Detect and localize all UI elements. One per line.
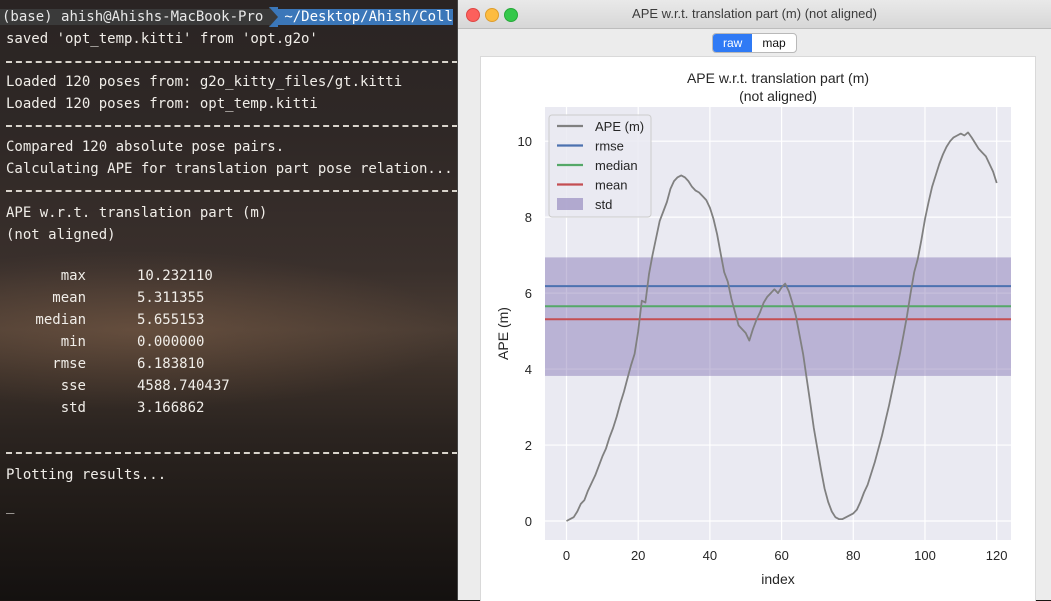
stat-name: mean — [52, 290, 86, 306]
window-title: APE w.r.t. translation part (m) (not ali… — [632, 6, 877, 21]
chart-subtitle: (not aligned) — [739, 88, 817, 104]
terminal-line: saved 'opt_temp.kitti' from 'opt.g2o' — [6, 31, 318, 47]
y-tick-label: 0 — [525, 514, 532, 529]
stat-value: 0.000000 — [137, 334, 205, 350]
chart-title: APE w.r.t. translation part (m) — [687, 70, 869, 86]
x-tick-label: 40 — [703, 548, 717, 563]
y-tick-label: 2 — [525, 438, 532, 453]
y-tick-label: 10 — [518, 134, 532, 149]
terminal-divider — [6, 190, 458, 192]
window-titlebar[interactable]: APE w.r.t. translation part (m) (not ali… — [458, 0, 1051, 29]
terminal-line: (not aligned) — [6, 227, 116, 243]
stat-name: rmse — [52, 356, 86, 372]
terminal-line: Loaded 120 poses from: g2o_kitty_files/g… — [6, 74, 403, 90]
terminal-window[interactable]: (base) ahish@Ahishs-MacBook-Pro ~/Desktop… — [0, 0, 458, 600]
prompt-env: (base) — [2, 9, 53, 25]
terminal-line: Plotting results... — [6, 467, 167, 483]
ape-chart: 0 20 40 60 80 100 120 0 2 4 6 8 10 APE w.r.t. transla… — [495, 70, 1011, 587]
x-tick-label: 80 — [846, 548, 860, 563]
stat-name: min — [60, 334, 86, 350]
y-tick-label: 8 — [525, 210, 532, 225]
close-button[interactable] — [466, 8, 480, 22]
maximize-button[interactable] — [504, 8, 518, 22]
legend-label: APE (m) — [595, 119, 644, 134]
y-axis-label: APE (m) — [495, 307, 511, 360]
stat-name: max — [60, 268, 86, 284]
terminal-prompt: (base) ahish@Ahishs-MacBook-Pro ~/Desktop… — [0, 7, 458, 28]
minimize-button[interactable] — [485, 8, 499, 22]
prompt-user: ahish@Ahishs-MacBook-Pro — [61, 9, 264, 25]
stat-name: std — [60, 400, 86, 416]
terminal-line: Compared 120 absolute pose pairs. — [6, 139, 285, 155]
prompt-path: ~/Desktop/Ahish/Coll — [284, 9, 453, 25]
ape-series-line — [566, 131, 998, 522]
legend-label: std — [595, 197, 612, 212]
stat-name: sse — [60, 378, 86, 394]
plot-window[interactable]: APE w.r.t. translation part (m) (not ali… — [458, 0, 1051, 601]
x-tick-label: 20 — [631, 548, 645, 563]
terminal-line: Calculating APE for translation part pos… — [6, 161, 453, 177]
legend-label: rmse — [595, 139, 624, 154]
terminal-divider — [6, 61, 458, 63]
view-tab-bar: raw map — [712, 33, 797, 53]
terminal-cursor: _ — [6, 498, 15, 514]
std-band — [545, 257, 1011, 376]
y-tick-label: 4 — [525, 362, 532, 377]
legend-box — [548, 114, 652, 218]
legend-swatch — [557, 198, 583, 210]
x-tick-label: 0 — [563, 548, 570, 563]
terminal-divider — [6, 452, 458, 454]
x-tick-label: 60 — [774, 548, 788, 563]
stat-value: 6.183810 — [137, 356, 205, 372]
plot-panel: 0 20 40 60 80 100 120 0 2 4 6 8 10 APE w.r.t. transla… — [480, 56, 1036, 601]
legend-label: mean — [595, 178, 628, 193]
terminal-line: Loaded 120 poses from: opt_temp.kitti — [6, 96, 318, 112]
x-tick-label: 120 — [986, 548, 1008, 563]
stat-value: 4588.740437 — [137, 378, 230, 394]
tab-raw[interactable]: raw — [713, 34, 753, 52]
prompt-user-segment: (base) ahish@Ahishs-MacBook-Pro — [0, 9, 270, 25]
x-axis-label: index — [761, 571, 794, 587]
stat-value: 10.232110 — [137, 268, 213, 284]
terminal-line: APE w.r.t. translation part (m) — [6, 205, 268, 221]
prompt-arrow-icon — [269, 7, 279, 27]
stat-value: 3.166862 — [137, 400, 205, 416]
terminal-divider — [6, 125, 458, 127]
y-tick-label: 6 — [525, 286, 532, 301]
x-tick-label: 100 — [914, 548, 936, 563]
stat-name: median — [35, 312, 86, 328]
stat-value: 5.655153 — [137, 312, 205, 328]
terminal-background-glow — [0, 250, 458, 410]
legend-label: median — [595, 158, 638, 173]
tab-map[interactable]: map — [762, 36, 786, 50]
prompt-path-segment: ~/Desktop/Ahish/Coll — [278, 9, 453, 25]
stat-value: 5.311355 — [137, 290, 205, 306]
